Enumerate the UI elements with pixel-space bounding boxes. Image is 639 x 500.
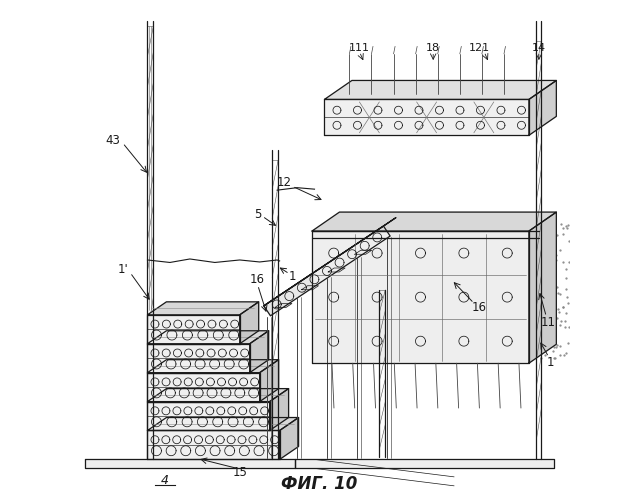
Polygon shape (259, 360, 279, 402)
Polygon shape (529, 212, 557, 363)
Polygon shape (148, 344, 250, 372)
Polygon shape (148, 430, 280, 460)
Polygon shape (280, 418, 298, 460)
Polygon shape (328, 268, 345, 272)
Text: 11: 11 (541, 316, 555, 329)
Polygon shape (148, 315, 240, 344)
Polygon shape (264, 218, 396, 306)
Polygon shape (295, 460, 554, 468)
Polygon shape (270, 388, 289, 430)
Polygon shape (148, 388, 289, 402)
Polygon shape (275, 304, 292, 308)
Text: 15: 15 (233, 466, 247, 479)
Polygon shape (302, 286, 318, 290)
Text: 14: 14 (532, 43, 546, 53)
Polygon shape (264, 226, 390, 316)
Text: 5: 5 (254, 208, 261, 220)
Polygon shape (250, 331, 268, 372)
Text: 121: 121 (468, 43, 489, 53)
Text: 1': 1' (117, 264, 128, 276)
Text: 1: 1 (547, 356, 555, 368)
Polygon shape (148, 360, 279, 372)
Text: 16: 16 (250, 274, 265, 286)
Polygon shape (312, 212, 557, 231)
Text: 1: 1 (288, 270, 296, 283)
Polygon shape (148, 372, 259, 402)
Polygon shape (148, 302, 259, 315)
Text: 111: 111 (349, 43, 370, 53)
Text: 12: 12 (277, 176, 292, 189)
Text: 4: 4 (161, 474, 169, 487)
Polygon shape (325, 100, 529, 136)
Polygon shape (529, 80, 557, 136)
Polygon shape (85, 460, 295, 468)
Polygon shape (355, 250, 372, 254)
Text: 16: 16 (472, 301, 486, 314)
Text: ФИГ. 10: ФИГ. 10 (281, 476, 358, 494)
Polygon shape (148, 402, 270, 430)
Text: 43: 43 (105, 134, 120, 147)
Polygon shape (148, 331, 268, 344)
Polygon shape (148, 418, 298, 430)
Polygon shape (325, 80, 557, 100)
Polygon shape (312, 231, 529, 363)
Polygon shape (240, 302, 259, 344)
Text: 18: 18 (426, 43, 440, 53)
